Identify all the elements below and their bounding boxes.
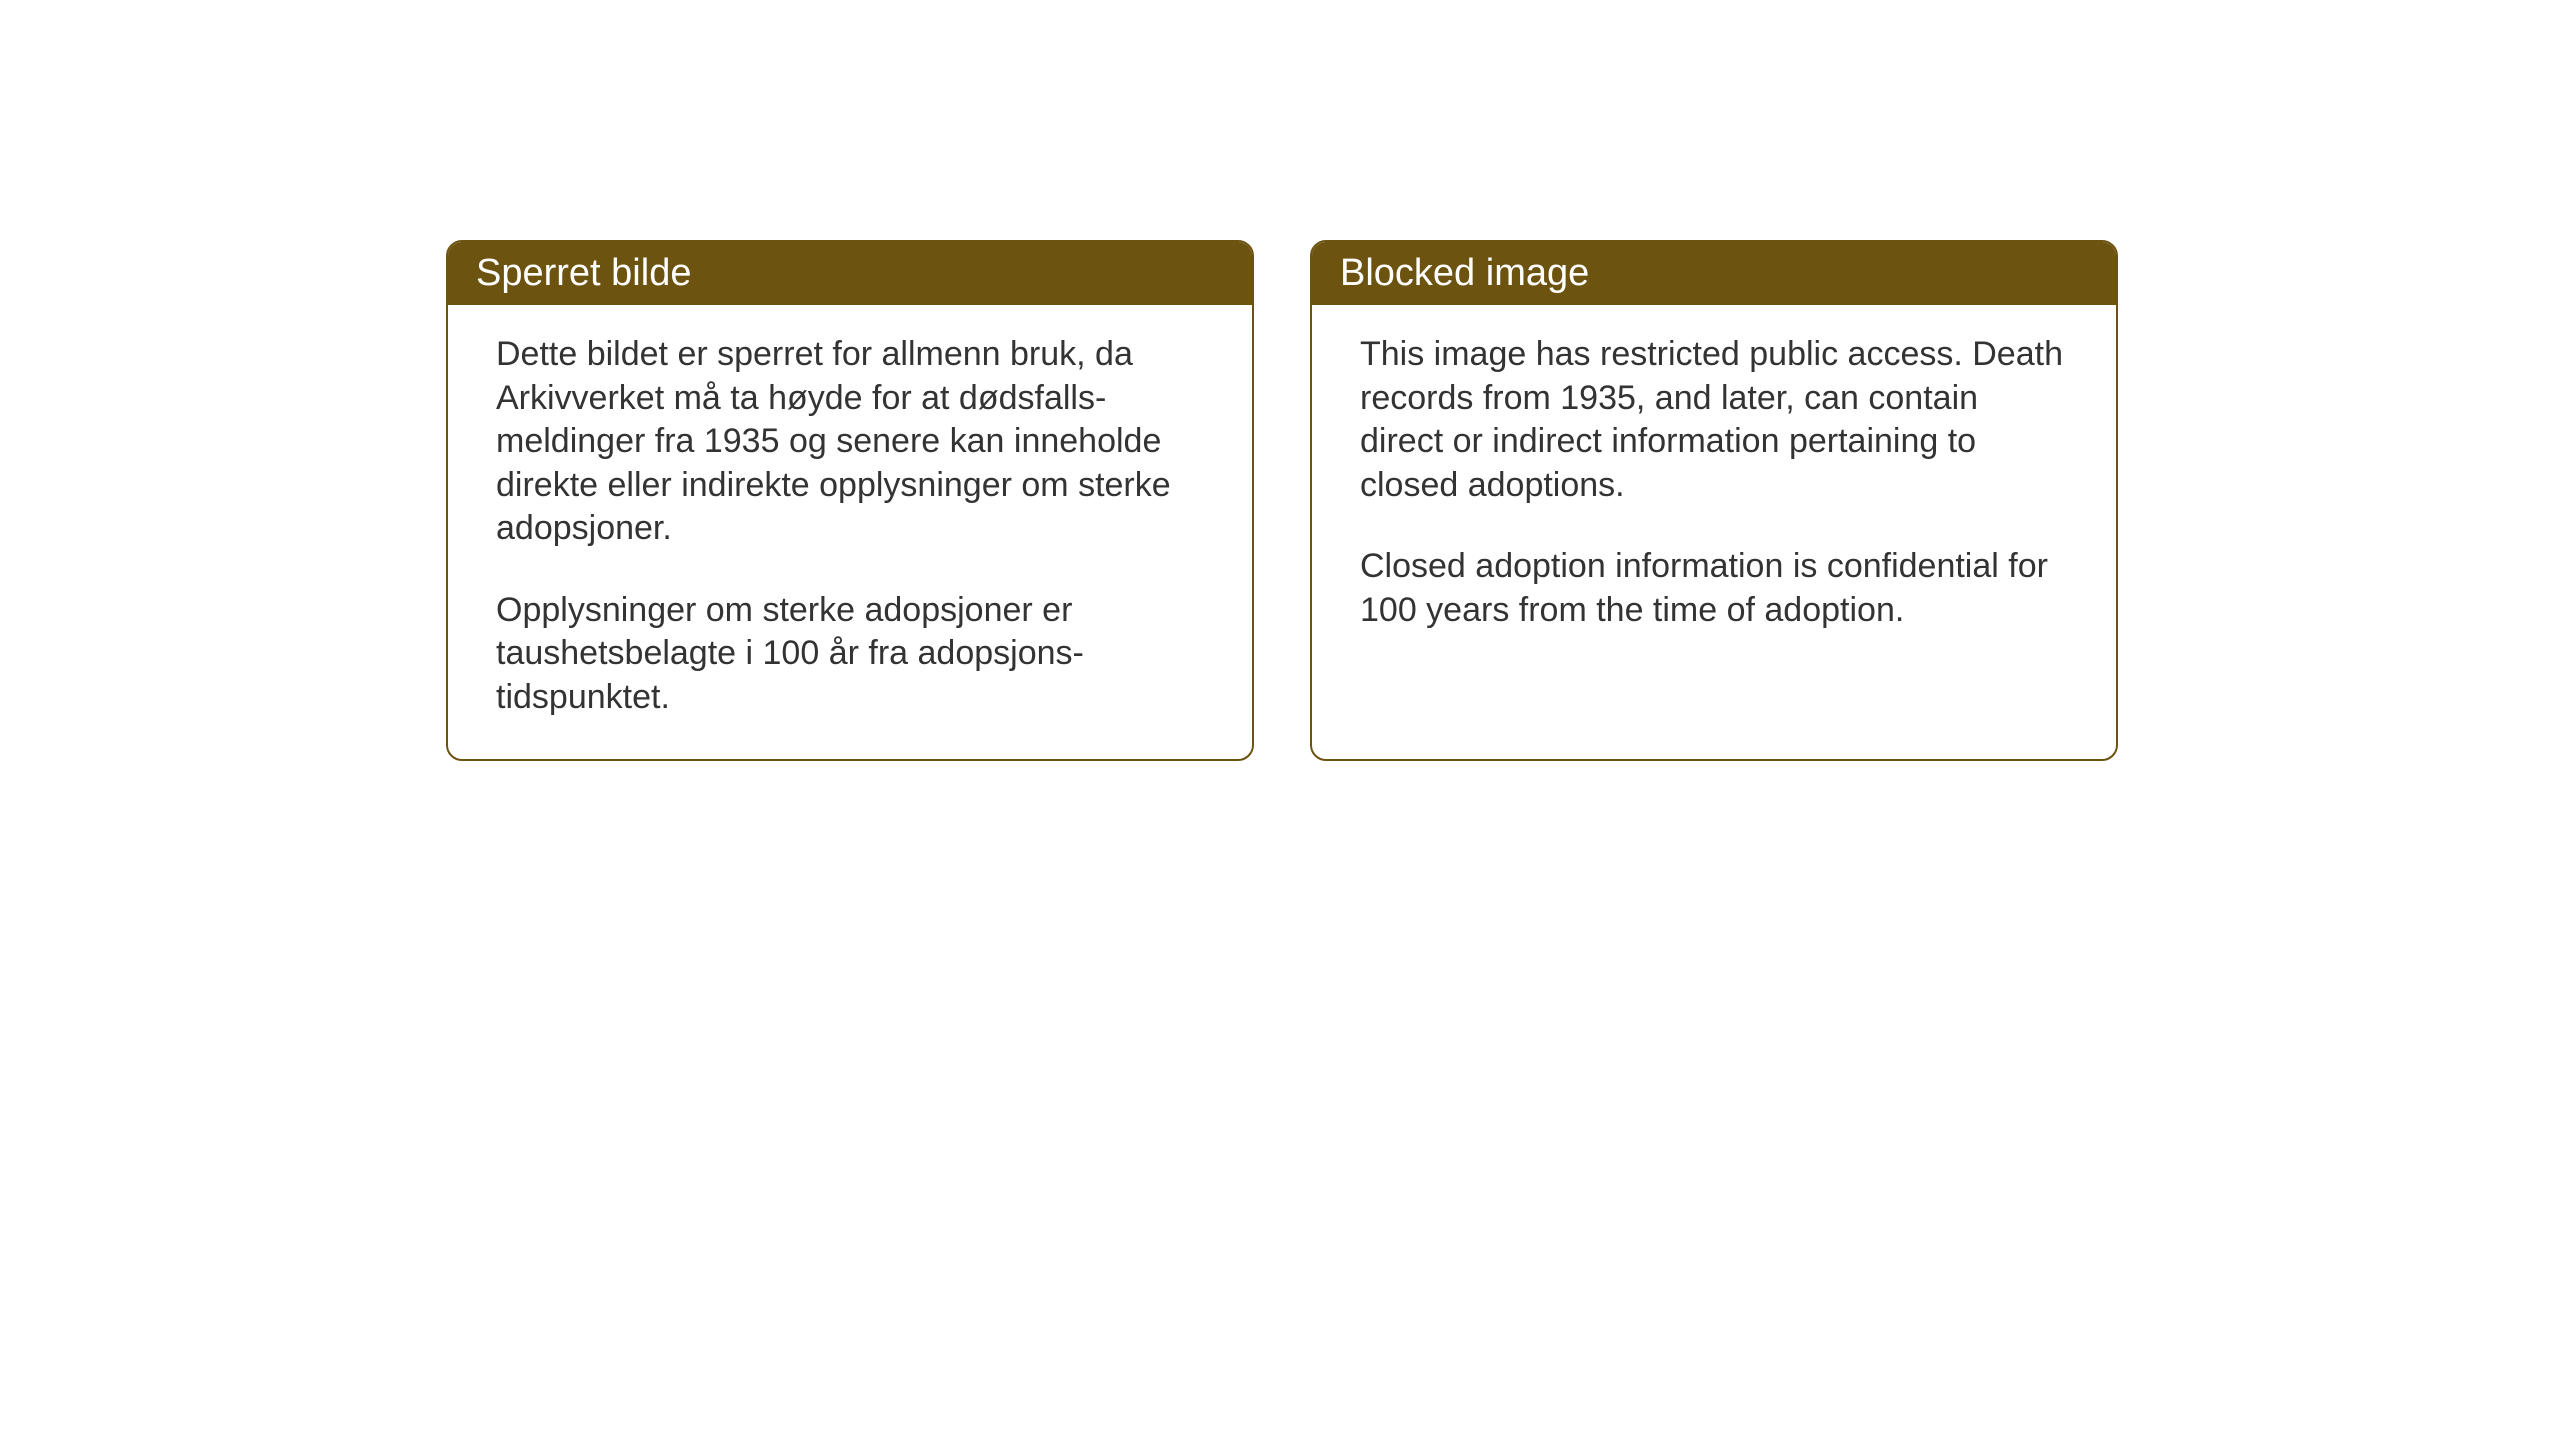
- notice-container: Sperret bilde Dette bildet er sperret fo…: [446, 240, 2118, 761]
- norwegian-notice-card: Sperret bilde Dette bildet er sperret fo…: [446, 240, 1254, 761]
- english-notice-card: Blocked image This image has restricted …: [1310, 240, 2118, 761]
- norwegian-card-body: Dette bildet er sperret for allmenn bruk…: [448, 305, 1252, 759]
- english-card-body: This image has restricted public access.…: [1312, 305, 2116, 672]
- english-card-title: Blocked image: [1312, 242, 2116, 305]
- norwegian-paragraph-2: Opplysninger om sterke adopsjoner er tau…: [496, 589, 1204, 720]
- english-paragraph-1: This image has restricted public access.…: [1360, 333, 2068, 507]
- norwegian-card-title: Sperret bilde: [448, 242, 1252, 305]
- english-paragraph-2: Closed adoption information is confident…: [1360, 545, 2068, 632]
- norwegian-paragraph-1: Dette bildet er sperret for allmenn bruk…: [496, 333, 1204, 551]
